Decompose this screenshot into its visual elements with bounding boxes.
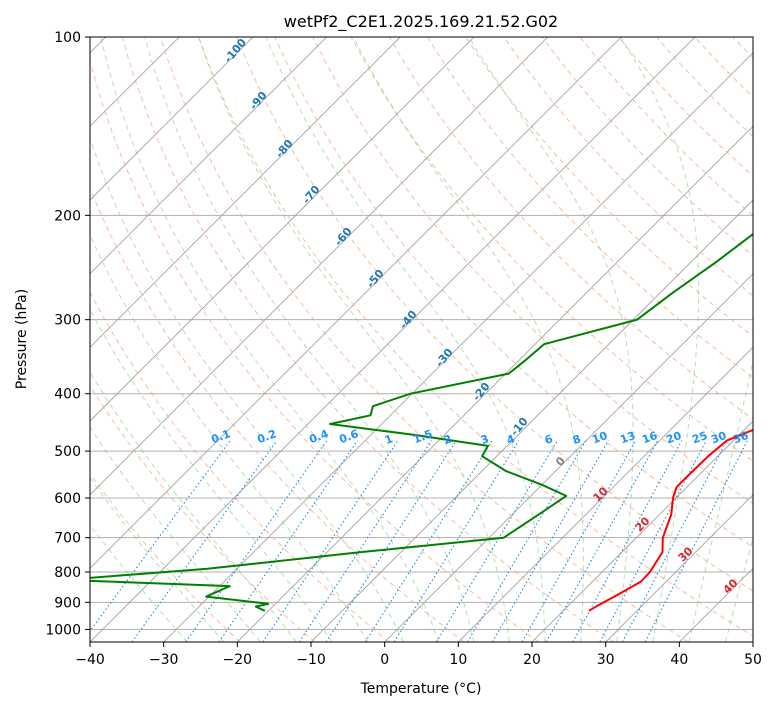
x-tick-label: 30 [597,652,615,668]
isotherm-line [90,37,254,201]
mixing-ratio-line [131,440,278,642]
isotherm-line [237,125,753,642]
y-tick-label: 1000 [45,622,81,638]
mixing-ratio-label: 0.6 [337,427,360,446]
x-tick-label: −10 [296,652,326,668]
mixing-ratio-label: 8 [571,432,583,447]
isotherm-line [458,346,753,642]
y-tick-label: 600 [54,491,81,507]
x-axis-title: Temperature (°C) [360,681,482,697]
plot-frame [89,36,754,643]
x-tick-label: −30 [149,652,179,668]
mixing-ratio-label: 1 [383,432,395,447]
moist-adiabat [90,233,369,642]
mixing-ratio-label: 0.4 [307,427,330,446]
dry-adiabat [274,37,753,548]
mixing-ratio-line [521,440,637,642]
mixing-ratio-line [621,440,728,642]
moist-adiabat [90,477,225,642]
mixing-ratio-label: 36 [731,429,750,447]
moist-adiabat [90,371,297,642]
mixing-ratio-label: 30 [709,429,728,447]
temperature-profile [588,428,753,612]
isotherm-line [90,37,548,496]
x-tick-label: 0 [380,652,389,668]
moist-adiabat [620,37,700,642]
dry-adiabat [90,384,316,642]
dry-adiabat [312,37,753,505]
y-tick-label: 200 [54,208,81,224]
isotherm-line [90,37,696,642]
dry-adiabat [159,37,689,642]
y-tick-label: 900 [54,595,81,611]
dry-adiabat [90,291,390,642]
isotherm-line [605,494,753,642]
mixing-ratio-label: 13 [618,429,637,446]
dry-adiabat [90,186,465,642]
moist-adiabat [90,308,333,642]
y-tick-label: 100 [54,30,81,46]
mixing-ratio-line [393,440,520,642]
mixing-ratio-label: 6 [543,432,555,447]
isotherm-line [310,199,753,642]
mixing-ratio-label: 10 [590,429,609,447]
isotherm-line [531,420,753,642]
dry-adiabat [426,37,753,378]
isotherm-line [90,37,622,569]
mixing-ratio-label: 20 [664,429,683,447]
moist-adiabat [468,37,634,642]
mixing-ratio-label: 4 [505,432,517,447]
y-tick-label: 700 [54,531,81,547]
isotherm-line [90,37,327,275]
dry-adiabat [90,59,540,642]
x-tick-label: 40 [670,652,688,668]
mixing-ratio-line [298,440,432,642]
mixing-ratio-label: 1.5 [411,427,434,446]
x-tick-label: 50 [744,652,762,668]
y-tick-label: 500 [54,444,81,460]
moist-adiabat [90,136,404,642]
isotherm-line [384,273,753,642]
isotherm-line [90,37,475,422]
moist-adiabat [90,524,188,642]
moist-adiabat [100,37,439,642]
mixing-ratio-line [218,440,358,642]
y-tick-label: 400 [54,387,81,403]
x-tick-label: 10 [449,652,467,668]
moist-adiabat [198,37,510,642]
mixing-ratio-label: 2 [442,432,454,447]
mixing-ratio-line [262,440,399,642]
mixing-ratio-label: 0.2 [255,427,278,446]
mixing-ratio-label: 3 [479,432,491,447]
x-tick-label: −40 [75,652,105,668]
isotherm-line [90,37,401,348]
chart-title: wetPf2_C2E1.2025.169.21.52.G02 [284,12,558,32]
mixing-ratio-label: 16 [640,429,659,447]
mixing-ratio-line [185,440,328,642]
dry-adiabat [121,37,614,642]
isotherm-line [163,52,753,642]
dewpoint-profile [90,232,753,612]
plot-background [90,37,753,642]
mixing-ratio-label: 0.1 [209,427,232,446]
moist-adiabat [352,37,584,642]
y-tick-label: 800 [54,565,81,581]
y-axis-title: Pressure (hPa) [14,289,30,389]
x-tick-label: 20 [523,652,541,668]
mixing-ratio-line [644,440,748,642]
mixing-ratio-line [491,440,609,642]
mixing-ratio-line [90,440,231,632]
mixing-ratio-line [435,440,558,642]
mixing-ratio-label: 25 [690,429,709,446]
moist-adiabat [144,37,475,642]
mixing-ratio-line [467,440,587,642]
isotherm-line [752,641,753,642]
x-tick-label: −20 [223,652,253,668]
y-tick-label: 300 [54,313,81,329]
